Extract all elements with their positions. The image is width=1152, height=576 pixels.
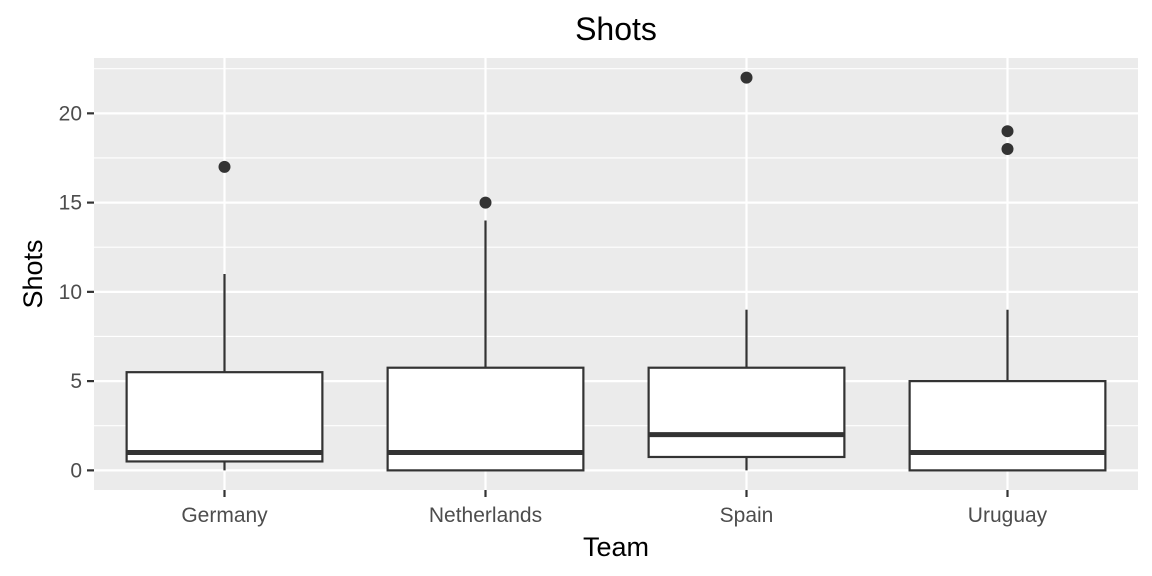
- box-iqr: [647, 366, 846, 459]
- box-germany: [125, 160, 324, 471]
- x-tick-label: Uruguay: [968, 504, 1048, 527]
- x-tick-label: Spain: [720, 504, 774, 527]
- outlier-point: [1001, 143, 1014, 156]
- outlier-point: [218, 160, 231, 173]
- boxes: [125, 71, 1107, 472]
- box-iqr: [908, 380, 1107, 472]
- y-axis: 0 5 10 15 20: [59, 102, 94, 482]
- y-tick-label: 0: [70, 459, 82, 482]
- y-tick-label: 20: [59, 102, 82, 125]
- box-netherlands: [386, 196, 585, 472]
- y-tick-label: 5: [70, 370, 82, 393]
- y-tick-label: 15: [59, 192, 82, 215]
- box-uruguay: [908, 125, 1107, 472]
- x-tick-label: Germany: [181, 504, 268, 527]
- outlier-point: [1001, 125, 1014, 138]
- box-iqr: [125, 371, 324, 463]
- x-axis: Germany Netherlands Spain Uruguay: [181, 490, 1048, 527]
- y-tick-label: 10: [59, 281, 82, 304]
- outlier-point: [479, 196, 492, 209]
- chart-title: Shots: [575, 11, 657, 47]
- y-axis-title: Shots: [18, 239, 48, 308]
- x-tick-label: Netherlands: [429, 504, 542, 527]
- box-spain: [647, 71, 846, 471]
- x-axis-title: Team: [583, 532, 649, 562]
- outlier-point: [740, 71, 753, 84]
